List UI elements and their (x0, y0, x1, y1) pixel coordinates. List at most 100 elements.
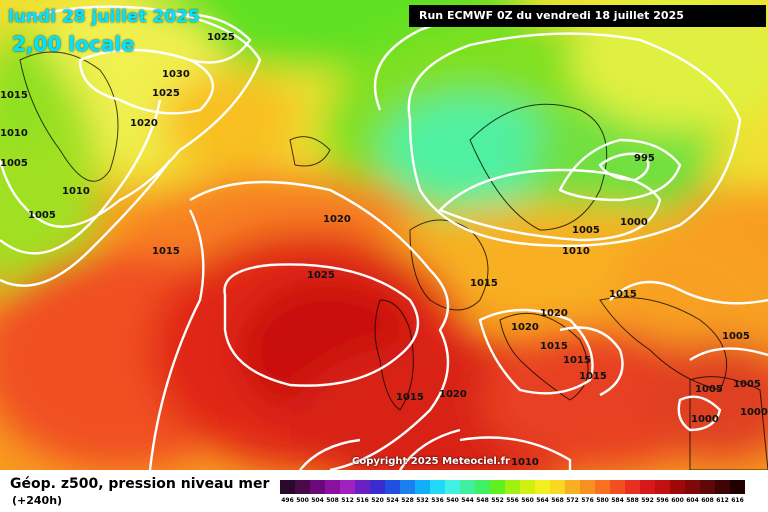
color-scale-swatch: 616 (730, 480, 745, 504)
isobar-label: 1005 (28, 210, 56, 221)
isobar-label: 1025 (207, 32, 235, 43)
color-scale-label: 572 (566, 497, 579, 504)
color-scale-label: 552 (491, 497, 504, 504)
color-scale-label: 524 (386, 497, 399, 504)
color-scale-label: 596 (656, 497, 669, 504)
isobar-label: 1015 (152, 246, 180, 257)
color-scale-swatch: 512 (340, 480, 355, 504)
isobar-labels: 1025 1030 1025 1015 1020 1010 1005 1010 … (0, 32, 768, 468)
color-scale-label: 604 (686, 497, 699, 504)
color-scale-swatch: 588 (625, 480, 640, 504)
forecast-date: lundi 28 juillet 2025 (8, 7, 200, 27)
color-scale-label: 608 (701, 497, 714, 504)
isobar-label: 1015 (540, 341, 568, 352)
color-scale-swatch: 548 (475, 480, 490, 504)
isobar-label: 1010 (0, 128, 28, 139)
legend-subtitle: (+240h) (12, 494, 63, 507)
color-scale-swatch: 564 (535, 480, 550, 504)
isobar-label: 1000 (691, 414, 719, 425)
color-scale-swatch: 536 (430, 480, 445, 504)
isobar-label: 1005 (733, 379, 761, 390)
isobar-label: 1010 (562, 246, 590, 257)
color-scale-label: 584 (611, 497, 624, 504)
color-scale-label: 536 (431, 497, 444, 504)
geopotential-shading (0, 0, 768, 470)
color-scale-label: 556 (506, 497, 519, 504)
color-scale-swatch: 540 (445, 480, 460, 504)
color-scale-label: 568 (551, 497, 564, 504)
isobar-label: 1005 (695, 384, 723, 395)
color-scale-label: 564 (536, 497, 549, 504)
color-scale-label: 516 (356, 497, 369, 504)
isobar-label: 1015 (563, 355, 591, 366)
isobar-label: 1020 (439, 389, 467, 400)
isobar-label: 995 (634, 153, 655, 164)
color-scale-swatch: 572 (565, 480, 580, 504)
color-scale-swatch: 528 (400, 480, 415, 504)
copyright-text: Copyright 2025 Meteociel.fr (352, 456, 510, 467)
color-scale-swatch: 612 (715, 480, 730, 504)
color-scale-swatch: 604 (685, 480, 700, 504)
legend-title: Géop. z500, pression niveau mer (10, 476, 270, 492)
isobar-label: 1015 (579, 371, 607, 382)
color-scale-label: 612 (716, 497, 729, 504)
color-scale-label: 532 (416, 497, 429, 504)
color-scale-swatch: 500 (295, 480, 310, 504)
isobar-label: 1030 (162, 69, 190, 80)
color-scale-label: 544 (461, 497, 474, 504)
isobars (0, 5, 768, 470)
isobar-label: 1010 (62, 186, 90, 197)
color-scale-swatch: 552 (490, 480, 505, 504)
color-scale-swatch: 600 (670, 480, 685, 504)
isobar-label: 1000 (740, 407, 768, 418)
isobar-label: 1015 (396, 392, 424, 403)
isobar-label: 1020 (540, 308, 568, 319)
color-scale: 496 500 504 508 512 516 520 524 528 532 536 540 544 5… (280, 480, 745, 504)
weather-map: 1025 1030 1025 1015 1020 1010 1005 1010 … (0, 0, 768, 470)
color-scale-swatch: 608 (700, 480, 715, 504)
isobar-label: 1015 (0, 90, 28, 101)
color-scale-label: 500 (296, 497, 309, 504)
color-scale-label: 512 (341, 497, 354, 504)
isobar-label: 1015 (609, 289, 637, 300)
color-scale-label: 588 (626, 497, 639, 504)
color-scale-swatch: 580 (595, 480, 610, 504)
isobar-label: 1005 (722, 331, 750, 342)
color-scale-swatch: 592 (640, 480, 655, 504)
color-scale-label: 616 (731, 497, 744, 504)
color-scale-swatch: 508 (325, 480, 340, 504)
color-scale-label: 580 (596, 497, 609, 504)
color-scale-swatch: 516 (355, 480, 370, 504)
color-scale-swatch: 560 (520, 480, 535, 504)
color-scale-swatch: 576 (580, 480, 595, 504)
color-scale-label: 520 (371, 497, 384, 504)
isobar-label: 1000 (620, 217, 648, 228)
color-scale-label: 576 (581, 497, 594, 504)
color-scale-label: 592 (641, 497, 654, 504)
color-scale-label: 496 (281, 497, 294, 504)
isobar-label: 1025 (307, 270, 335, 281)
color-scale-label: 548 (476, 497, 489, 504)
forecast-time: 2,00 locale (12, 32, 135, 56)
color-scale-swatch: 496 (280, 480, 295, 504)
isobar-label: 1020 (130, 118, 158, 129)
model-run-banner: Run ECMWF 0Z du vendredi 18 juillet 2025 (409, 5, 766, 27)
isobar-label: 1005 (572, 225, 600, 236)
color-scale-label: 504 (311, 497, 324, 504)
color-scale-label: 528 (401, 497, 414, 504)
isobar-label: 1005 (0, 158, 28, 169)
color-scale-label: 540 (446, 497, 459, 504)
isobar-label: 1020 (511, 322, 539, 333)
color-scale-swatch: 524 (385, 480, 400, 504)
isobar-label: 1025 (152, 88, 180, 99)
isobar-label: 1015 (470, 278, 498, 289)
isobar-label: 1010 (511, 457, 539, 468)
color-scale-label: 560 (521, 497, 534, 504)
color-scale-label: 508 (326, 497, 339, 504)
color-scale-swatch: 596 (655, 480, 670, 504)
color-scale-label: 600 (671, 497, 684, 504)
map-canvas: 1025 1030 1025 1015 1020 1010 1005 1010 … (0, 0, 768, 470)
color-scale-swatch: 520 (370, 480, 385, 504)
color-scale-swatch: 556 (505, 480, 520, 504)
color-scale-swatch: 544 (460, 480, 475, 504)
